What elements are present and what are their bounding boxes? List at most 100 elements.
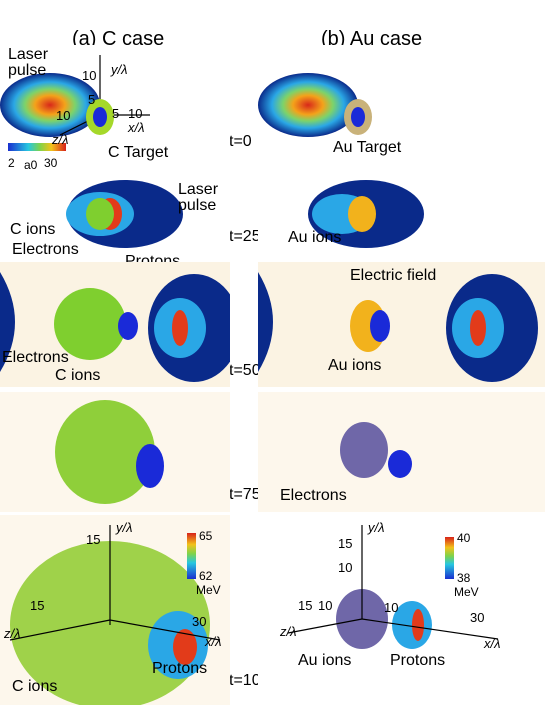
au-target-label: Au Target [333, 139, 402, 156]
electric-field-label: Electric field [350, 267, 437, 284]
c-target-label: C Target [108, 144, 169, 161]
cbar-unit: MeV [196, 583, 221, 597]
protons-label: Protons [390, 652, 446, 669]
axis-x-label: x/λ [484, 636, 501, 651]
au-ions-label: Au ions [328, 357, 382, 374]
c-t50-graphic [0, 262, 230, 387]
laser-pulse-label: Laser pulse [8, 46, 49, 79]
tick-y-15: 15 [86, 532, 101, 547]
c-ions-sphere [54, 288, 126, 360]
panel-au-t100: y/λ z/λ x/λ 15 10 15 10 10 30 40 38 MeV … [258, 515, 545, 705]
reflected-pulse-shape [0, 272, 15, 372]
protons-layer [388, 450, 412, 478]
c-ions-label: C ions [12, 678, 58, 695]
panel-c-t100: y/λ z/λ x/λ 15 15 30 65 62 MeV C ions Pr… [0, 515, 230, 705]
panel-au-t0: Au Target [258, 45, 545, 170]
z-axis-line [9, 619, 111, 641]
tick-x-10: 10 [128, 106, 143, 121]
protons-layer [370, 310, 390, 342]
panel-c-t75 [0, 392, 230, 512]
cbar-max: 65 [199, 529, 213, 543]
tick-z-15: 15 [298, 598, 313, 613]
time-label-0: t=0 [229, 133, 252, 150]
au-ions-label: Au ions [288, 229, 342, 246]
cbar-label-a0: a0 [24, 158, 38, 172]
x-axis-line [109, 619, 221, 641]
z-axis-line [287, 618, 363, 634]
panel-c-t25: Laser pulse C ions Electrons Protons [0, 172, 230, 270]
axis-x-label: x/λ [205, 634, 222, 649]
c-ions-label: C ions [10, 221, 56, 238]
cbar-min: 62 [199, 569, 213, 583]
au-ions-label: Au ions [298, 652, 352, 669]
tick-x-30: 30 [470, 610, 485, 625]
axis-x-label: x/λ [128, 120, 145, 135]
cbar-min: 38 [457, 571, 471, 585]
axis-y-label: y/λ [116, 520, 133, 535]
electrons-label: Electrons [2, 349, 69, 366]
reflected-pulse-shape [258, 272, 273, 372]
tick-z-15: 15 [30, 598, 45, 613]
au-ions-cloud [348, 196, 376, 232]
energy-colorbar [445, 537, 454, 579]
protons-label: Protons [152, 660, 208, 677]
tick-z-10: 10 [318, 598, 333, 613]
panel-au-t75: Electrons [258, 392, 545, 512]
electrons-label: Electrons [12, 241, 79, 258]
protons-layer [136, 444, 164, 488]
laser-peak-shape [470, 310, 486, 346]
au-t50-graphic [258, 262, 545, 387]
laser-pulse-label: Laser pulse [178, 181, 219, 214]
panel-c-t50: Electrons C ions [0, 262, 230, 387]
tick-z-10: 10 [56, 108, 71, 123]
axis-y-label: y/λ [368, 520, 385, 535]
c-target-core [93, 107, 107, 127]
energy-colorbar [187, 533, 196, 579]
cbar-max: 40 [457, 531, 471, 545]
time-label-50: t=50 [229, 362, 261, 379]
laser-pulse-shape [0, 73, 100, 137]
title-c-case: (a) C case [72, 28, 165, 50]
cbar-max-a0: 30 [44, 156, 58, 170]
title-au-case: (b) Au case [321, 28, 423, 50]
time-label-25: t=25 [229, 228, 261, 245]
c-t75-graphic [0, 392, 230, 512]
tick-y-10: 10 [82, 68, 97, 83]
axis-y-label: y/λ [111, 62, 128, 77]
c-t25-graphic [66, 180, 183, 248]
au-ions-cloud [340, 422, 388, 478]
c-t0-graphic [0, 55, 150, 151]
c-t100-graphic [0, 515, 230, 705]
laser-pulse-shape [258, 73, 358, 137]
protons-peak [173, 629, 197, 665]
tick-y-15: 15 [338, 536, 353, 551]
c-ions-sphere [55, 400, 155, 504]
tick-y-10: 10 [338, 560, 353, 575]
electrons-label: Electrons [280, 487, 347, 504]
cbar-min-a0: 2 [8, 156, 15, 170]
tick-x-5: 5 [112, 106, 120, 121]
protons-layer [118, 312, 138, 340]
panel-au-t50: Electric field Au ions [258, 262, 545, 387]
protons-peak [412, 609, 424, 641]
au-t100-graphic [287, 525, 499, 649]
panel-c-t0: Laser pulse C Target y/λ z/λ x/λ 10 5 10… [0, 45, 230, 172]
tick-x-10: 10 [384, 600, 399, 615]
cbar-unit: MeV [454, 585, 479, 599]
au-t0-graphic [258, 73, 372, 137]
axis-z-label: z/λ [4, 626, 21, 641]
axis-z-label: z/λ [280, 624, 297, 639]
c-ions-label: C ions [55, 367, 101, 384]
au-t25-graphic [308, 180, 424, 248]
x-axis-line [361, 618, 499, 640]
tick-x-30: 30 [192, 614, 207, 629]
panel-au-t25: Au ions [258, 172, 545, 262]
axis-z-label: z/λ [52, 132, 69, 147]
tick-y-5: 5 [88, 92, 96, 107]
time-label-75: t=75 [229, 486, 261, 503]
au-t75-graphic [258, 392, 545, 512]
au-target-core [351, 107, 365, 127]
c-ions-cloud [86, 198, 114, 230]
a0-colorbar [8, 143, 66, 151]
laser-peak-shape [172, 310, 188, 346]
